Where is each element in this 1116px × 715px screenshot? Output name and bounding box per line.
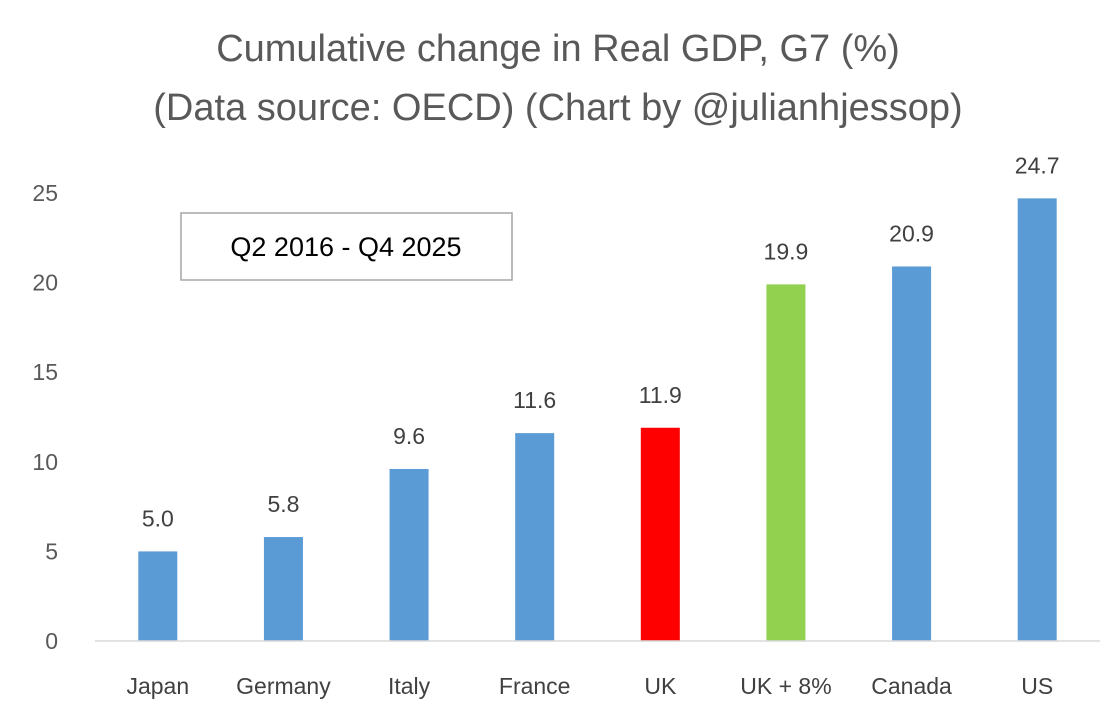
chart-subtitle: (Data source: OECD) (Chart by @julianhje… bbox=[153, 87, 963, 129]
bar bbox=[389, 468, 429, 641]
data-label: 20.9 bbox=[889, 220, 934, 246]
x-tick-label: Germany bbox=[236, 673, 331, 699]
x-tick-label: UK bbox=[644, 673, 677, 699]
bar bbox=[766, 284, 806, 641]
y-tick-label: 25 bbox=[32, 180, 58, 206]
y-tick-label: 10 bbox=[32, 449, 58, 475]
bar bbox=[263, 537, 303, 641]
data-label: 24.7 bbox=[1015, 152, 1060, 178]
annotation-frame bbox=[180, 212, 513, 281]
data-label: 11.9 bbox=[639, 382, 682, 408]
data-label: 5.8 bbox=[267, 491, 299, 517]
x-tick-label: UK + 8% bbox=[740, 673, 831, 699]
y-tick-label: 15 bbox=[32, 359, 58, 385]
data-label: 11.6 bbox=[513, 387, 556, 413]
bar bbox=[138, 551, 178, 641]
annotation-box: Q2 2016 - Q4 2025 bbox=[180, 212, 513, 281]
y-tick-label: 20 bbox=[32, 270, 58, 296]
annotation-text: Q2 2016 - Q4 2025 bbox=[230, 232, 461, 262]
bar bbox=[640, 427, 680, 641]
x-tick-label: Italy bbox=[388, 673, 431, 699]
y-axis: 0 5 10 15 20 25 bbox=[32, 180, 58, 654]
x-tick-label: Canada bbox=[871, 673, 952, 699]
bar bbox=[515, 433, 555, 641]
y-tick-label: 5 bbox=[45, 538, 58, 564]
x-tick-label: France bbox=[499, 673, 571, 699]
data-label: 5.0 bbox=[142, 505, 174, 531]
y-tick-label: 0 bbox=[45, 628, 58, 654]
chart-title: Cumulative change in Real GDP, G7 (%) bbox=[216, 28, 900, 70]
x-tick-label: Japan bbox=[126, 673, 189, 699]
x-tick-label: US bbox=[1021, 673, 1053, 699]
bars: 5.0 5.8 9.6 11.6 11.9 19.9 20.9 24.7 bbox=[138, 152, 1060, 641]
bar bbox=[1017, 198, 1057, 641]
data-label: 19.9 bbox=[764, 238, 809, 264]
x-axis: Japan Germany Italy France UK UK + 8% Canada US bbox=[95, 640, 1100, 699]
bar bbox=[892, 266, 932, 641]
data-label: 9.6 bbox=[393, 423, 425, 449]
